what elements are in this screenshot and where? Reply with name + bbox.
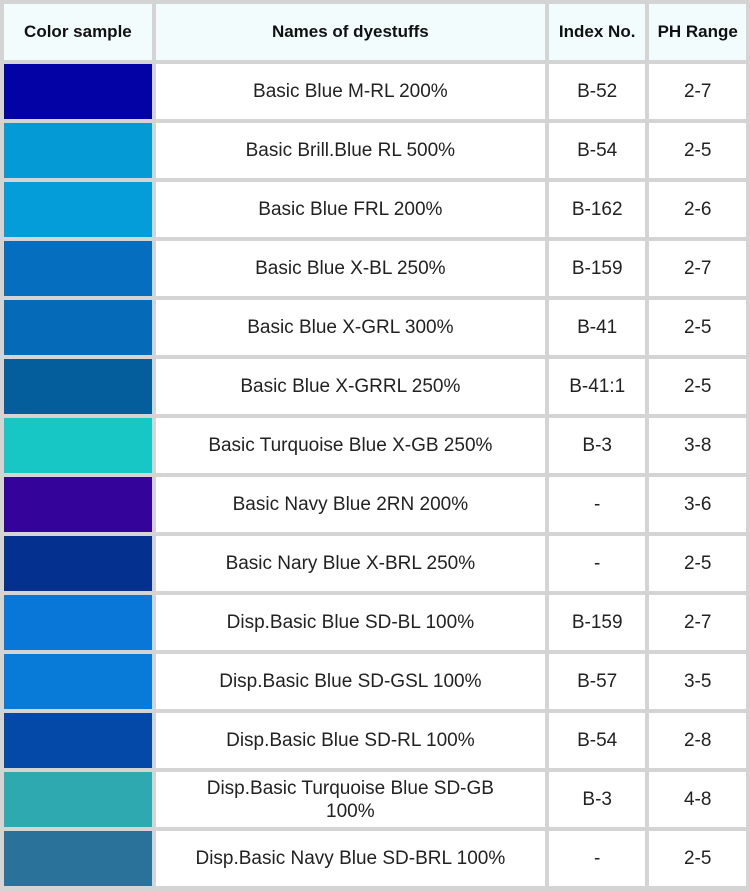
index-number: B-162 [548,182,646,237]
index-number: B-41:1 [548,359,646,414]
table-row: Basic Brill.Blue RL 500% B-54 2-5 [4,123,746,178]
dyestuff-name: Basic Nary Blue X-BRL 250% [155,536,545,591]
header-ph-range: PH Range [649,4,746,60]
color-swatch-fill [4,418,152,473]
dyestuff-name: Disp.Basic Blue SD-RL 100% [155,713,545,768]
dyestuff-name: Basic Blue X-BL 250% [155,241,545,296]
table-row: Disp.Basic Blue SD-RL 100% B-54 2-8 [4,713,746,768]
index-number: B-159 [548,241,646,296]
color-swatch [4,418,152,473]
color-swatch-fill [4,713,152,768]
color-swatch [4,182,152,237]
color-swatch-fill [4,359,152,414]
index-number: B-41 [548,300,646,355]
ph-range: 2-8 [649,713,746,768]
table-row: Basic Blue X-GRL 300% B-41 2-5 [4,300,746,355]
color-swatch-fill [4,772,152,827]
dyestuff-name: Disp.Basic Navy Blue SD-BRL 100% [155,831,545,886]
color-swatch-fill [4,241,152,296]
dyestuff-name: Basic Navy Blue 2RN 200% [155,477,545,532]
color-swatch [4,300,152,355]
header-names: Names of dyestuffs [155,4,545,60]
color-swatch [4,241,152,296]
table-row: Basic Navy Blue 2RN 200% -3-6 [4,477,746,532]
table-row: Basic Nary Blue X-BRL 250% -2-5 [4,536,746,591]
dyestuff-name: Basic Brill.Blue RL 500% [155,123,545,178]
color-swatch [4,595,152,650]
color-swatch-fill [4,831,152,886]
ph-range: 4-8 [649,772,746,827]
index-number: B-52 [548,64,646,119]
color-swatch [4,536,152,591]
header-index-no: Index No. [548,4,646,60]
index-number: B-159 [548,595,646,650]
header-color-sample: Color sample [4,4,152,60]
color-swatch [4,713,152,768]
dyestuff-name: Basic Blue X-GRRL 250% [155,359,545,414]
header-row: Color sample Names of dyestuffs Index No… [4,4,746,60]
ph-range: 2-5 [649,831,746,886]
dyestuff-name: Disp.Basic Blue SD-BL 100% [155,595,545,650]
table-row: Basic Blue FRL 200% B-162 2-6 [4,182,746,237]
color-swatch-fill [4,477,152,532]
ph-range: 3-5 [649,654,746,709]
table-body: Basic Blue M-RL 200% B-52 2-7 Basic Brill.B… [4,64,746,886]
table-row: Basic Blue M-RL 200% B-52 2-7 [4,64,746,119]
color-swatch-fill [4,536,152,591]
color-swatch [4,477,152,532]
table-row: Basic Turquoise Blue X-GB 250% B-3 3-8 [4,418,746,473]
index-number: - [548,831,646,886]
color-swatch [4,64,152,119]
index-number: - [548,536,646,591]
color-swatch-fill [4,654,152,709]
dyestuff-name: Basic Blue X-GRL 300% [155,300,545,355]
table-row: Disp.Basic Blue SD-BL 100% B-159 2-7 [4,595,746,650]
table-row: Disp.Basic Turquoise Blue SD-GB 100% B-3 4… [4,772,746,827]
color-swatch [4,654,152,709]
color-swatch [4,772,152,827]
ph-range: 2-7 [649,241,746,296]
table-row: Basic Blue X-GRRL 250% B-41:1 2-5 [4,359,746,414]
dyestuff-name: Basic Turquoise Blue X-GB 250% [155,418,545,473]
table-row: Basic Blue X-BL 250% B-159 2-7 [4,241,746,296]
ph-range: 2-5 [649,536,746,591]
index-number: - [548,477,646,532]
dyestuff-name: Disp.Basic Turquoise Blue SD-GB 100% [155,772,545,827]
color-swatch-fill [4,182,152,237]
color-swatch-fill [4,64,152,119]
index-number: B-57 [548,654,646,709]
color-swatch-fill [4,300,152,355]
ph-range: 2-5 [649,123,746,178]
dyestuff-name: Basic Blue FRL 200% [155,182,545,237]
ph-range: 2-6 [649,182,746,237]
color-swatch-fill [4,123,152,178]
table-row: Disp.Basic Navy Blue SD-BRL 100% -2-5 [4,831,746,886]
ph-range: 2-5 [649,300,746,355]
index-number: B-3 [548,418,646,473]
color-swatch [4,123,152,178]
ph-range: 3-6 [649,477,746,532]
ph-range: 2-7 [649,64,746,119]
ph-range: 2-7 [649,595,746,650]
index-number: B-54 [548,713,646,768]
ph-range: 3-8 [649,418,746,473]
index-number: B-54 [548,123,646,178]
dyestuff-name: Basic Blue M-RL 200% [155,64,545,119]
dyestuff-name: Disp.Basic Blue SD-GSL 100% [155,654,545,709]
color-swatch [4,359,152,414]
ph-range: 2-5 [649,359,746,414]
index-number: B-3 [548,772,646,827]
color-swatch [4,831,152,886]
table-row: Disp.Basic Blue SD-GSL 100% B-57 3-5 [4,654,746,709]
color-swatch-fill [4,595,152,650]
